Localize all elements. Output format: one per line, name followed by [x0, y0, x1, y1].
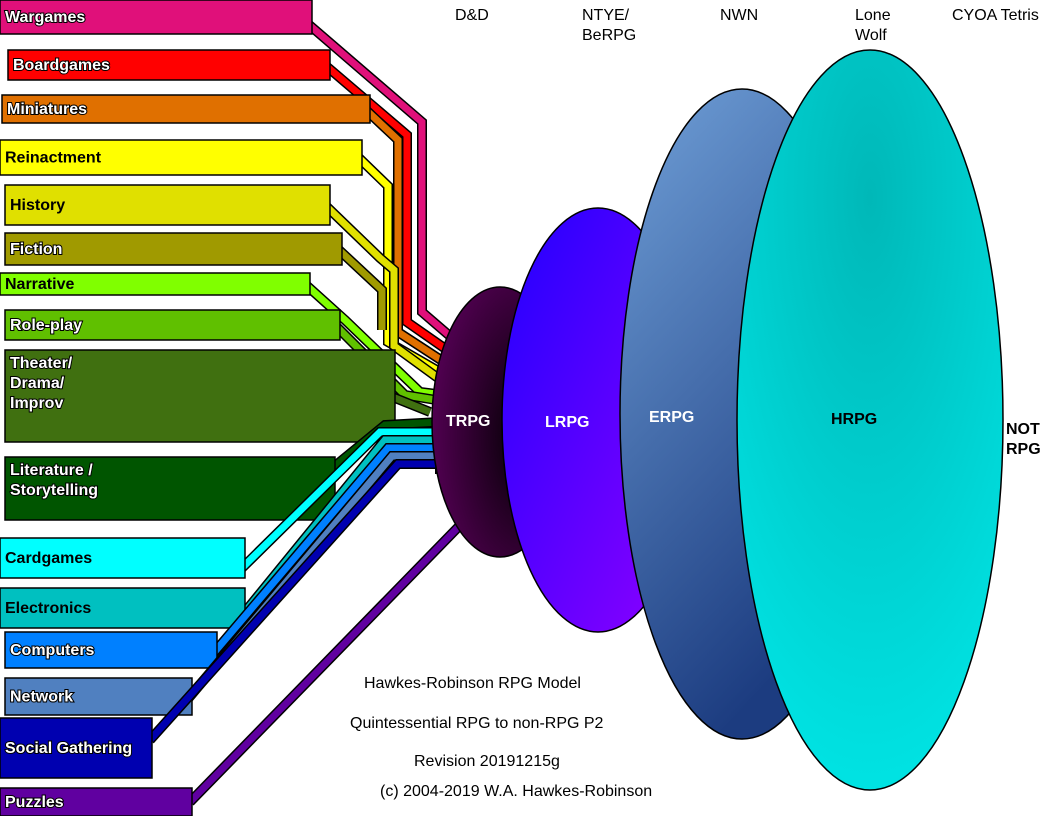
source-label: Boardgames	[13, 57, 110, 74]
source-box	[0, 537, 246, 579]
source-label: Role-play	[10, 317, 82, 334]
source-label: Wargames	[5, 9, 85, 26]
source-label: Social Gathering	[5, 740, 132, 757]
band	[187, 512, 473, 805]
source-label: Theater/	[10, 355, 73, 372]
outside-label: NOT	[1006, 421, 1040, 438]
source-box	[1, 94, 371, 124]
source-box	[7, 49, 331, 81]
circle-label: HRPG	[831, 411, 877, 428]
source-label: Reinactment	[5, 150, 102, 167]
caption: Revision 20191215g	[414, 753, 560, 770]
top-label: D&D	[455, 7, 489, 24]
source-box	[0, 139, 363, 176]
source-label: Storytelling	[10, 482, 98, 499]
source-box	[0, 717, 153, 779]
band	[388, 392, 432, 416]
top-label: CYOA Tetris	[952, 7, 1039, 24]
bands: Wargames Boardgames Miniatures Reinactment H…	[0, 0, 474, 816]
source-label: Drama/	[10, 375, 65, 392]
top-label: BeRPG	[582, 27, 636, 44]
source-label: Literature /	[10, 462, 93, 479]
source-label: Cardgames	[5, 550, 92, 567]
top-label: Lone	[855, 7, 891, 24]
caption: (c) 2004-2019 W.A. Hawkes-Robinson	[380, 783, 652, 800]
band	[327, 418, 441, 473]
circle-label: TRPG	[446, 413, 490, 430]
source-label: Puzzles	[5, 794, 64, 811]
caption: Quintessential RPG to non-RPG P2	[350, 715, 604, 732]
source-box	[4, 631, 218, 669]
source-label: Improv	[10, 395, 63, 412]
source-box	[0, 272, 311, 296]
source-box	[4, 309, 341, 341]
source-box	[4, 456, 336, 521]
source-label: Fiction	[10, 241, 62, 258]
band	[332, 322, 437, 404]
source-label: Miniatures	[7, 101, 87, 118]
source-label: Narrative	[5, 276, 74, 293]
outside-label: RPG	[1006, 441, 1041, 458]
source-box	[0, 0, 313, 35]
band	[322, 202, 441, 381]
source-label: History	[10, 197, 65, 214]
hrpg-circle	[736, 49, 1004, 791]
source-box	[4, 677, 193, 716]
top-label: Wolf	[855, 27, 887, 44]
source-box	[0, 787, 193, 816]
source-box	[4, 349, 396, 443]
band	[335, 246, 386, 330]
band	[209, 444, 440, 658]
circle-label: LRPG	[545, 414, 589, 431]
top-label: NTYE/	[582, 7, 630, 24]
source-box	[0, 587, 246, 629]
band	[297, 14, 461, 346]
source-label: Electronics	[5, 600, 91, 617]
source-box	[4, 232, 343, 266]
source-box	[4, 184, 331, 226]
circle-label: ERPG	[649, 409, 694, 426]
source-label: Computers	[10, 642, 95, 659]
caption: Hawkes-Robinson RPG Model	[364, 675, 581, 692]
top-label: NWN	[720, 7, 758, 24]
band	[362, 106, 446, 365]
band	[237, 428, 440, 573]
source-label: Network	[10, 689, 73, 706]
